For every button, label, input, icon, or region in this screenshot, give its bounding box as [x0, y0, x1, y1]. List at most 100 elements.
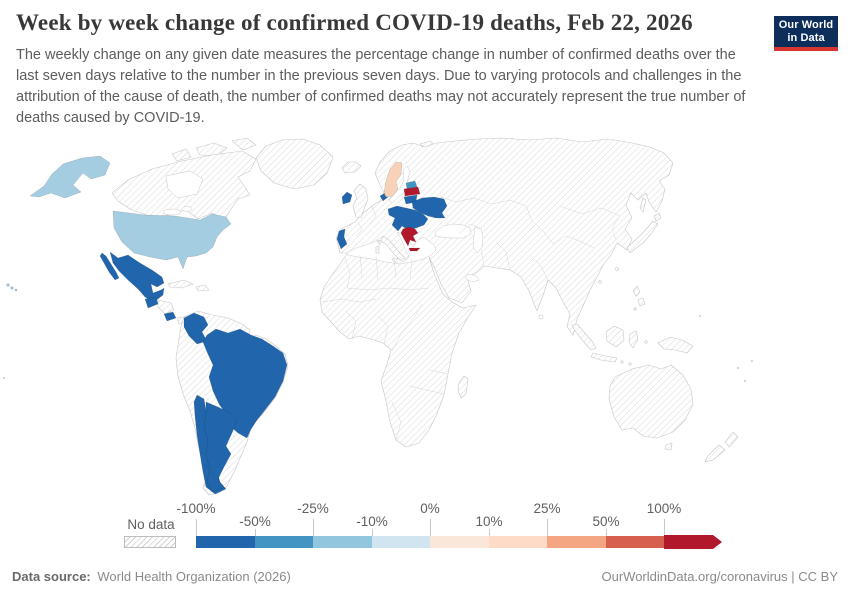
region-pacific-island-1[interactable] [736, 366, 740, 370]
region-sicily[interactable] [391, 257, 399, 264]
region-madagascar[interactable] [457, 375, 469, 399]
region-hispaniola[interactable] [195, 284, 210, 292]
legend-color-bin[interactable] [372, 536, 430, 548]
country-argentina[interactable] [203, 401, 238, 493]
legend-color-bin[interactable] [313, 536, 372, 548]
legend-color-bin[interactable] [255, 536, 313, 548]
page-subtitle: The weekly change on any given date meas… [16, 47, 746, 126]
region-tasmania[interactable] [664, 442, 673, 451]
legend-color-bin-arrow[interactable] [664, 535, 722, 549]
legend-tick-label: 0% [420, 501, 440, 516]
country-ukraine[interactable] [411, 196, 448, 219]
legend-tick-label: -50% [239, 514, 271, 529]
region-japan[interactable] [626, 220, 659, 254]
region-hainan[interactable] [598, 280, 602, 284]
legend-tick-label: -100% [176, 501, 216, 516]
country-hawaii-3[interactable] [14, 288, 18, 292]
owid-logo-line1: Our World [778, 19, 834, 31]
country-portugal[interactable] [336, 228, 348, 250]
region-great-britain[interactable] [352, 183, 369, 219]
region-cuba[interactable] [167, 279, 194, 289]
country-guatemala[interactable] [144, 296, 159, 309]
region-australia[interactable] [608, 364, 694, 439]
legend-tick-label: -25% [297, 501, 329, 516]
region-taiwan[interactable] [615, 267, 619, 271]
country-balkans-cluster[interactable] [387, 205, 429, 232]
page-title: Week by week change of confirmed COVID-1… [16, 10, 693, 35]
country-united-states[interactable] [112, 210, 232, 270]
border-lines-asia [437, 195, 621, 281]
legend-color-bin[interactable] [606, 536, 664, 548]
region-lesser-sunda-1[interactable] [620, 360, 624, 364]
legend-tick-mark [255, 529, 256, 536]
world-map-svg [2, 137, 754, 496]
data-source-label: Data source: [12, 569, 91, 584]
region-java[interactable] [590, 352, 618, 363]
region-new-zealand-south[interactable] [704, 444, 726, 463]
region-philippines-1[interactable] [632, 285, 641, 297]
country-estonia[interactable] [405, 180, 418, 190]
great-lakes-west [162, 208, 182, 216]
legend-tick-label: 100% [646, 501, 682, 516]
region-pacific-island-3[interactable] [743, 379, 747, 383]
region-sulawesi[interactable] [628, 330, 639, 349]
region-sakhalin[interactable] [639, 197, 647, 213]
region-philippines-2[interactable] [637, 297, 646, 307]
region-corsica[interactable] [376, 239, 381, 246]
country-mexico-baja[interactable] [99, 252, 120, 281]
legend-color-bin[interactable] [489, 536, 547, 548]
legend-tick-mark [664, 519, 665, 536]
region-borneo[interactable] [605, 325, 625, 348]
region-atlantic-island[interactable] [2, 376, 6, 380]
region-sumatra[interactable] [571, 323, 597, 351]
legend-no-data-swatch[interactable] [124, 536, 176, 548]
legend-color-bin[interactable] [547, 536, 606, 548]
region-sri-lanka[interactable] [538, 314, 544, 320]
country-mexico[interactable] [109, 251, 165, 303]
legend-tick-mark [372, 529, 373, 536]
region-philippines-3[interactable] [633, 307, 637, 311]
region-sardinia[interactable] [375, 245, 380, 254]
owid-logo[interactable]: Our World in Data [774, 16, 838, 51]
region-central-america[interactable] [157, 299, 175, 315]
great-lakes-east [181, 206, 193, 212]
footer-attribution[interactable]: OurWorldinData.org/coronavirus | CC BY [601, 569, 838, 584]
region-new-guinea[interactable] [657, 336, 694, 354]
region-lesser-sunda-2[interactable] [628, 362, 632, 366]
header: Week by week change of confirmed COVID-1… [16, 10, 761, 129]
legend-tick-mark [313, 519, 314, 536]
data-source-value: World Health Organization (2026) [97, 569, 291, 584]
region-arctic-island-2[interactable] [231, 137, 257, 151]
legend-tick-mark [606, 529, 607, 536]
region-new-zealand-north[interactable] [724, 431, 739, 448]
legend-tick-mark [430, 519, 431, 536]
legend-tick-label: -10% [356, 514, 388, 529]
black-sea [434, 223, 472, 239]
world-map [0, 136, 850, 498]
country-latvia[interactable] [403, 186, 421, 197]
region-italy[interactable] [380, 235, 406, 261]
country-sweden[interactable] [383, 161, 403, 198]
country-greece-crete[interactable] [408, 247, 421, 252]
hudson-bay [165, 170, 204, 199]
legend-color-bin[interactable] [430, 536, 489, 548]
country-colombia[interactable] [183, 312, 209, 345]
region-arctic-island-1[interactable] [195, 142, 228, 157]
country-greece[interactable] [400, 226, 419, 247]
footer: Data source: World Health Organization (… [12, 569, 838, 584]
region-pacific-island-4[interactable] [698, 314, 702, 318]
region-arctic-island-3[interactable] [171, 148, 192, 162]
region-iceland[interactable] [341, 161, 362, 174]
country-hawaii-1[interactable] [6, 283, 10, 287]
country-hawaii-2[interactable] [10, 286, 14, 290]
legend-color-bin[interactable] [196, 536, 255, 548]
country-alaska[interactable] [29, 155, 111, 199]
region-moluccas[interactable] [644, 340, 648, 344]
region-hokkaido[interactable] [653, 212, 662, 222]
region-pacific-island-2[interactable] [750, 359, 754, 363]
country-costa-rica[interactable] [163, 311, 177, 322]
region-greenland[interactable] [255, 138, 334, 190]
country-ireland[interactable] [341, 191, 353, 205]
legend-tick-mark [547, 519, 548, 536]
